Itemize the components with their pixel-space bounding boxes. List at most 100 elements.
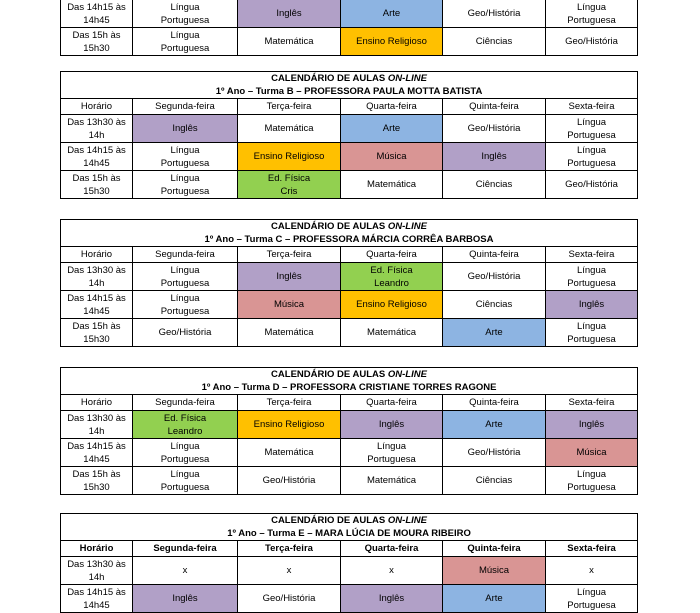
time-cell: Das 14h15 às 14h45 xyxy=(60,142,133,171)
day-header-cell: Quarta-feira xyxy=(340,98,443,115)
day-header-row: Horário Segunda-feira Terça-feira Quarta-fe… xyxy=(60,246,638,263)
subject-cell: Ensino Religioso xyxy=(340,290,443,319)
subject-cell: Arte xyxy=(340,114,443,143)
subject-cell: Geo/História xyxy=(544,170,639,199)
subject-cell: Inglês xyxy=(340,584,443,613)
subject-cell: Ensino Religioso xyxy=(237,410,341,439)
time-cell: Das 15h às 15h30 xyxy=(60,466,133,495)
time-cell: Das 13h30 às 14h xyxy=(60,556,133,585)
day-header-cell: Sexta-feira xyxy=(545,394,638,411)
subject-cell: Matemática xyxy=(340,318,443,347)
table-title-line1: CALENDÁRIO DE AULAS ON-LINE xyxy=(62,369,636,382)
title-online: ON-LINE xyxy=(387,73,427,84)
subject-cell: Geo/História xyxy=(442,438,546,467)
subject-cell: Língua Portuguesa xyxy=(132,290,238,319)
day-header-cell: Segunda-feira xyxy=(132,540,238,557)
schedule-grid: CALENDÁRIO DE AULAS ON-LINE 1º Ano – Turm… xyxy=(60,367,638,495)
time-cell: Das 14h15 às 14h45 xyxy=(60,584,133,613)
subject-cell: Geo/História xyxy=(442,262,546,291)
day-header-cell: Quinta-feira xyxy=(442,98,546,115)
title-row: CALENDÁRIO DE AULAS ON-LINE 1º Ano – Turm… xyxy=(59,513,639,541)
subject-cell: Matemática xyxy=(237,438,341,467)
subject-cell: Inglês xyxy=(340,410,443,439)
schedule-table-turma-a-partial: Das 14h15 às 14h45 Língua Portuguesa Inglê… xyxy=(60,0,638,56)
day-header-cell: Terça-feira xyxy=(237,98,341,115)
subject-cell: Ed. Física Leandro xyxy=(132,410,238,439)
subject-cell: x xyxy=(340,556,443,585)
subject-cell: Língua Portuguesa xyxy=(132,466,238,495)
title-row: CALENDÁRIO DE AULAS ON-LINE 1º Ano – Turm… xyxy=(60,367,638,395)
subject-cell: Inglês xyxy=(545,290,638,319)
subject-cell: Música xyxy=(545,438,638,467)
day-header-cell: Segunda-feira xyxy=(132,246,238,263)
subject-cell: Arte xyxy=(442,318,546,347)
day-header-cell: Terça-feira xyxy=(237,394,341,411)
subject-cell: Matemática xyxy=(237,114,341,143)
subject-cell: Geo/História xyxy=(442,0,546,28)
subject-cell: Arte xyxy=(340,0,443,28)
subject-cell: Ciências xyxy=(442,466,546,495)
subject-cell: Inglês xyxy=(545,410,638,439)
subject-cell: Língua Portuguesa xyxy=(545,0,638,28)
time-cell: Das 15h às 15h30 xyxy=(60,27,133,56)
table-subtitle: 1º Ano – Turma C – PROFESSORA MÁRCIA COR… xyxy=(204,234,494,245)
schedule-row: Das 14h15 às 14h45 Língua Portuguesa Inglê… xyxy=(60,0,638,28)
schedule-row: Das 14h15 às 14h45 Língua Portuguesa Músic… xyxy=(60,290,638,319)
subject-cell: Língua Portuguesa xyxy=(545,466,638,495)
subject-cell: Música xyxy=(237,290,341,319)
subject-cell: x xyxy=(237,556,341,585)
subject-cell: Matemática xyxy=(237,318,341,347)
day-header-cell: Quarta-feira xyxy=(340,540,443,557)
subject-cell: Inglês xyxy=(132,584,238,613)
day-header-cell: Horário xyxy=(60,540,133,557)
title-online: ON-LINE xyxy=(387,369,427,380)
subject-cell: Arte xyxy=(442,584,546,613)
schedule-row: Das 13h30 às 14h Ed. Física Leandro Ensino… xyxy=(60,410,638,439)
day-header-cell: Quarta-feira xyxy=(340,246,443,263)
subject-cell: Matemática xyxy=(340,170,443,199)
day-header-cell: Segunda-feira xyxy=(132,394,238,411)
subject-cell: Língua Portuguesa xyxy=(545,318,638,347)
subject-cell: Música xyxy=(340,142,443,171)
day-header-cell: Sexta-feira xyxy=(544,540,639,557)
day-header-cell: Terça-feira xyxy=(237,540,341,557)
subject-cell: Língua Portuguesa xyxy=(545,262,638,291)
title-prefix: CALENDÁRIO DE AULAS xyxy=(271,221,388,232)
day-header-cell: Horário xyxy=(60,246,133,263)
subject-cell: Música xyxy=(442,556,546,585)
schedule-row: Das 13h30 às 14h Língua Portuguesa Inglês E… xyxy=(60,262,638,291)
day-header-cell: Sexta-feira xyxy=(545,246,638,263)
subject-cell: Língua Portuguesa xyxy=(544,114,639,143)
schedule-table-turma-e: CALENDÁRIO DE AULAS ON-LINE 1º Ano – Turm… xyxy=(59,513,639,613)
subject-cell: Ed. Física Cris xyxy=(237,170,341,199)
schedule-row: Das 15h às 15h30 Língua Portuguesa Ed. Fís… xyxy=(60,170,639,199)
subject-cell: Língua Portuguesa xyxy=(132,0,238,28)
subject-cell: Ciências xyxy=(442,170,546,199)
time-cell: Das 15h às 15h30 xyxy=(60,318,133,347)
schedule-grid: CALENDÁRIO DE AULAS ON-LINE 1º Ano – Turm… xyxy=(60,219,638,347)
subject-cell: Língua Portuguesa xyxy=(132,170,238,199)
subject-cell: x xyxy=(544,556,639,585)
table-title: CALENDÁRIO DE AULAS ON-LINE 1º Ano – Turm… xyxy=(59,71,639,99)
day-header-cell: Segunda-feira xyxy=(132,98,238,115)
day-header-row: Horário Segunda-feira Terça-feira Quarta-fe… xyxy=(60,98,639,115)
day-header-cell: Horário xyxy=(60,98,133,115)
title-row: CALENDÁRIO DE AULAS ON-LINE 1º Ano – Turm… xyxy=(59,71,639,99)
subject-cell: Matemática xyxy=(237,27,341,56)
subject-cell: Arte xyxy=(442,410,546,439)
day-header-cell: Quarta-feira xyxy=(340,394,443,411)
table-title: CALENDÁRIO DE AULAS ON-LINE 1º Ano – Turm… xyxy=(60,219,638,247)
day-header-row: Horário Segunda-feira Terça-feira Quarta-fe… xyxy=(60,540,639,557)
schedule-row: Das 13h30 às 14h Inglês Matemática Arte Geo/… xyxy=(60,114,639,143)
subject-cell: Inglês xyxy=(132,114,238,143)
subject-cell: Geo/História xyxy=(237,466,341,495)
subject-cell: Língua Portuguesa xyxy=(340,438,443,467)
title-online: ON-LINE xyxy=(387,515,427,526)
schedule-row: Das 15h às 15h30 Língua Portuguesa Matemát… xyxy=(60,27,638,56)
tables-root: Das 14h15 às 14h45 Língua Portuguesa Inglê… xyxy=(59,0,700,613)
time-cell: Das 14h15 às 14h45 xyxy=(60,438,133,467)
subject-cell: Geo/História xyxy=(132,318,238,347)
title-prefix: CALENDÁRIO DE AULAS xyxy=(271,369,388,380)
time-cell: Das 14h15 às 14h45 xyxy=(60,290,133,319)
